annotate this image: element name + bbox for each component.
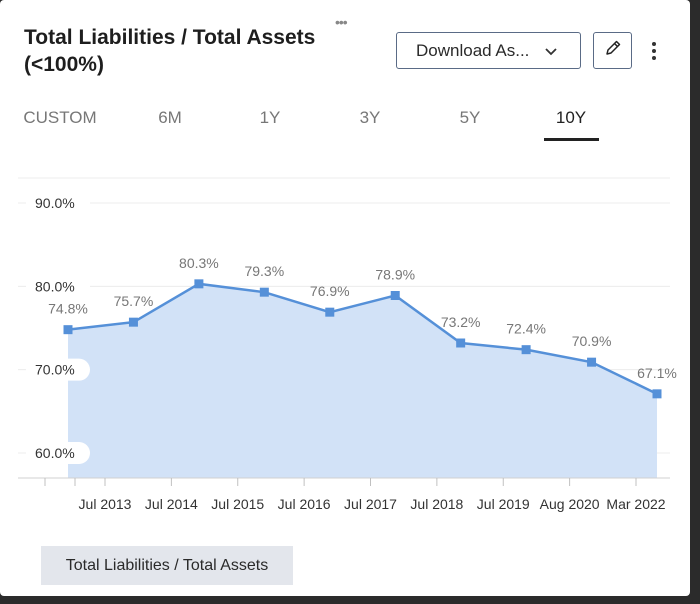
data-point [521, 345, 531, 355]
x-tick-label: Jul 2016 [278, 496, 331, 512]
download-as-label: Download As... [416, 40, 530, 60]
y-tick-label-bg [26, 192, 90, 214]
tab-5y[interactable]: 5Y [459, 108, 481, 127]
data-label: 75.7% [114, 293, 154, 309]
data-point [194, 279, 204, 289]
data-point [259, 287, 269, 297]
y-tick-label-bg [26, 358, 90, 381]
y-tick-label-bg [26, 275, 90, 298]
x-tick-label: Aug 2020 [540, 496, 600, 512]
data-point [325, 307, 335, 317]
download-as-dropdown[interactable]: Download As... [396, 32, 581, 69]
edit-button[interactable] [593, 32, 632, 69]
y-tick-label-bg [26, 442, 90, 464]
data-label: 72.4% [506, 321, 546, 337]
series-line [67, 282, 658, 395]
data-label: 70.9% [572, 333, 612, 349]
pencil-icon [603, 38, 623, 63]
data-label: 76.9% [310, 283, 350, 299]
tab-1y[interactable]: 1Y [259, 108, 281, 127]
data-label: 78.9% [375, 267, 415, 283]
data-label: 74.8% [48, 301, 88, 317]
y-tick-label: 80.0% [35, 278, 75, 294]
y-tick-label: 70.0% [35, 362, 75, 378]
active-tab-indicator [544, 138, 599, 141]
chart-title: Total Liabilities / Total Assets (<100%) [24, 26, 316, 76]
legend-item[interactable]: Total Liabilities / Total Assets [41, 546, 293, 585]
chart-card: Total Liabilities / Total Assets (<100%)… [0, 0, 690, 596]
data-point [587, 357, 597, 367]
data-point [63, 325, 73, 335]
x-tick-label: Jul 2013 [79, 496, 132, 512]
x-tick-label: Jul 2019 [477, 496, 530, 512]
tab-3y[interactable]: 3Y [359, 108, 381, 127]
x-tick-label: Mar 2022 [606, 496, 665, 512]
data-label: 67.1% [637, 365, 677, 381]
y-tick-label: 60.0% [35, 445, 75, 461]
x-tick-label: Jul 2018 [410, 496, 463, 512]
more-vertical-icon[interactable] [644, 36, 664, 66]
chevron-down-icon [544, 41, 558, 66]
range-tabs: CUSTOM 6M 1Y 3Y 5Y 10Y [0, 100, 690, 144]
data-point [456, 338, 466, 348]
tab-custom[interactable]: CUSTOM [23, 108, 97, 127]
data-point [652, 389, 662, 399]
area-chart: Jul 2013 Jul 2014 Jul 2015 Jul 2016 Jul 2017… [18, 177, 677, 512]
x-tick-label: Jul 2017 [344, 496, 397, 512]
title-overflow-icon[interactable]: ••• [335, 14, 348, 30]
data-label: 79.3% [244, 263, 284, 279]
x-tick-label: Jul 2014 [145, 496, 198, 512]
y-tick-label: 90.0% [35, 195, 75, 211]
legend-label: Total Liabilities / Total Assets [65, 556, 269, 574]
tab-10y[interactable]: 10Y [555, 108, 587, 127]
data-label: 80.3% [179, 255, 219, 271]
tab-6m[interactable]: 6M [158, 108, 182, 127]
data-point [390, 291, 400, 300]
data-label: 73.2% [441, 314, 481, 330]
x-tick-label: Jul 2015 [211, 496, 264, 512]
data-point [128, 317, 138, 327]
area-fill [68, 283, 657, 478]
